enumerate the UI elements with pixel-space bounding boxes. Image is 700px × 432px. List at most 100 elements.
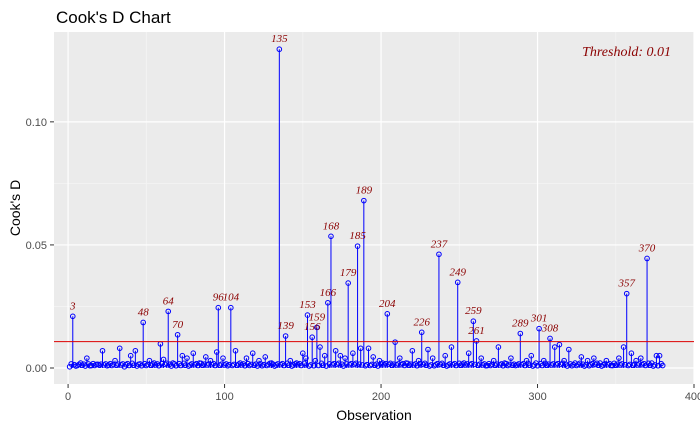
data-point	[454, 279, 461, 286]
data-point	[620, 344, 627, 350]
point-label-139: 139	[277, 320, 294, 332]
chart-title: Cook's D Chart	[56, 8, 171, 27]
data-point	[314, 324, 320, 331]
point-label-104: 104	[223, 292, 240, 304]
data-point	[547, 335, 553, 342]
data-point	[442, 352, 448, 359]
data-point	[659, 362, 666, 369]
point-label-64: 64	[163, 295, 175, 307]
point-label-166: 166	[320, 287, 337, 299]
data-point	[320, 362, 326, 369]
x-tick-label: 200	[372, 391, 390, 403]
data-point	[325, 299, 331, 306]
data-point	[232, 347, 239, 354]
data-point	[243, 355, 250, 361]
data-point	[465, 350, 472, 357]
data-point	[220, 355, 226, 361]
data-point	[354, 243, 361, 249]
data-point	[116, 345, 123, 352]
data-point	[473, 338, 480, 344]
data-point	[415, 357, 422, 364]
point-label-357: 357	[617, 278, 635, 290]
data-point	[536, 325, 542, 332]
x-tick-label: 0	[65, 391, 71, 403]
point-label-159: 159	[309, 311, 326, 323]
data-point	[179, 352, 186, 359]
data-point	[517, 330, 524, 337]
data-point	[353, 360, 359, 367]
data-point	[652, 362, 658, 368]
data-point	[468, 360, 475, 367]
data-point	[370, 354, 377, 360]
data-point	[213, 349, 220, 355]
data-point	[309, 334, 315, 341]
y-axis-label: Cook's D	[7, 180, 23, 236]
data-point	[566, 346, 572, 353]
y-tick-label: 0.05	[26, 240, 47, 252]
data-point	[357, 345, 364, 352]
data-point	[215, 304, 222, 311]
data-point	[470, 318, 477, 325]
plot-panel	[54, 32, 694, 384]
point-label-185: 185	[349, 230, 366, 242]
data-point	[576, 360, 583, 367]
point-label-135: 135	[271, 33, 288, 45]
point-label-70: 70	[172, 319, 184, 331]
data-point	[335, 360, 342, 367]
point-label-48: 48	[138, 306, 150, 318]
data-point	[228, 304, 234, 311]
data-point	[307, 362, 314, 368]
point-label-237: 237	[431, 238, 448, 250]
data-point	[84, 355, 90, 361]
data-point	[202, 354, 209, 360]
point-label-249: 249	[449, 266, 466, 278]
data-point	[540, 357, 547, 364]
y-tick-label: 0.10	[26, 117, 47, 129]
data-point	[448, 344, 455, 350]
point-label-226: 226	[413, 316, 430, 328]
point-label-96: 96	[213, 292, 225, 304]
data-point	[619, 361, 625, 367]
data-point	[508, 355, 514, 361]
data-point	[68, 361, 75, 367]
point-label-370: 370	[638, 242, 656, 254]
data-point	[163, 360, 170, 367]
data-point	[559, 360, 566, 367]
data-point	[276, 46, 283, 53]
data-point	[616, 355, 622, 361]
data-point	[350, 350, 356, 357]
data-point	[160, 356, 167, 363]
data-point	[361, 197, 367, 204]
data-point	[356, 361, 362, 367]
data-point	[321, 352, 328, 359]
data-point	[495, 344, 502, 350]
point-label-3: 3	[69, 300, 76, 312]
data-point	[623, 290, 630, 297]
x-tick-label: 300	[528, 391, 546, 403]
data-point	[409, 347, 416, 354]
y-axis-ticks: 0.00 0.05 0.10	[26, 117, 54, 375]
data-point	[293, 360, 300, 366]
data-point	[365, 345, 372, 352]
data-point	[127, 352, 134, 359]
x-axis-label: Observation	[336, 407, 411, 423]
data-point	[165, 308, 172, 315]
data-point	[69, 313, 76, 320]
data-point	[66, 363, 73, 370]
data-point	[578, 354, 585, 360]
data-point	[300, 350, 306, 357]
data-point	[656, 352, 663, 359]
data-point	[249, 350, 256, 357]
data-point	[591, 355, 597, 361]
data-point	[303, 355, 309, 361]
data-point	[190, 350, 197, 357]
data-point	[584, 357, 591, 364]
data-point	[174, 331, 181, 338]
data-point	[262, 354, 269, 360]
data-point	[287, 357, 294, 364]
data-points	[66, 46, 666, 370]
data-point	[282, 333, 289, 339]
data-point	[551, 344, 558, 350]
data-point	[99, 347, 106, 354]
